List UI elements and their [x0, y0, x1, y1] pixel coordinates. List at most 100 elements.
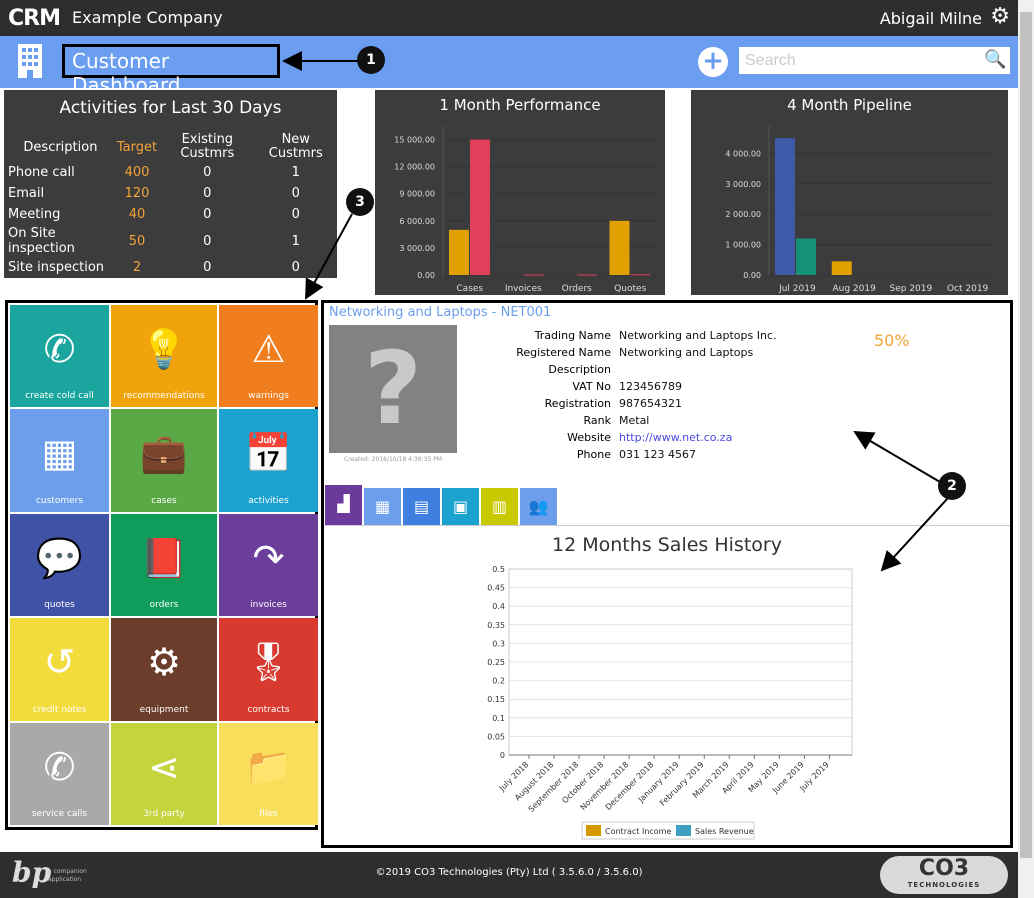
- bar[interactable]: [831, 261, 852, 275]
- search-icon[interactable]: 🔍: [984, 49, 1007, 70]
- table-cell: 1: [291, 165, 300, 180]
- tile-files[interactable]: 📁 files: [219, 722, 318, 825]
- top-bar: CRM Example Company Abigail Milne ⚙: [0, 0, 1018, 36]
- tab-chart[interactable]: ▟: [325, 485, 362, 525]
- col-header: New Custmrs: [268, 132, 323, 161]
- field-value: 987654321: [619, 397, 682, 410]
- y-tick-label: 0.2: [492, 677, 505, 686]
- bar[interactable]: [449, 229, 469, 275]
- activities-panel: Activities for Last 30 Days Description T…: [4, 90, 337, 278]
- field-row: Registration 987654321: [474, 397, 777, 414]
- tile-orders[interactable]: 📕 orders: [111, 513, 217, 617]
- table-cell: On Site inspection: [8, 226, 75, 256]
- tile-contracts[interactable]: 🎖 contracts: [219, 618, 318, 721]
- bar[interactable]: [470, 139, 490, 275]
- tab-calendar[interactable]: ▣: [442, 488, 479, 525]
- field-value: Networking and Laptops: [619, 346, 754, 359]
- tab-document[interactable]: ▥: [481, 488, 518, 525]
- customer-title[interactable]: Networking and Laptops - NET001: [329, 305, 552, 320]
- tile-label: recommendations: [123, 391, 205, 402]
- legend-label: Contract Income: [605, 827, 671, 836]
- book-icon: 📕: [140, 535, 188, 580]
- bar[interactable]: [630, 274, 651, 276]
- field-label: Rank: [583, 414, 611, 427]
- bar[interactable]: [577, 274, 597, 276]
- copyright: ©2019 CO3 Technologies (Pty) Ltd ( 3.5.6…: [375, 867, 643, 878]
- table-cell: Meeting: [8, 207, 61, 222]
- gears-icon: ⚙: [146, 640, 182, 685]
- tile-label: 3rd party: [143, 809, 185, 819]
- bar[interactable]: [796, 238, 816, 275]
- four-month-pipeline-chart: 4 Month Pipeline 0.00 1 000.00 2 000.00 3 0…: [691, 90, 1008, 295]
- gear-icon[interactable]: ⚙: [990, 4, 1010, 29]
- search-input[interactable]: [739, 47, 1010, 74]
- user-name[interactable]: Abigail Milne: [879, 9, 982, 28]
- tile-invoices[interactable]: ↷ invoices: [219, 513, 318, 617]
- x-tick-label: Invoices: [505, 284, 542, 294]
- tile-label: equipment: [139, 704, 189, 715]
- bp-tagline: a companion application: [48, 868, 87, 883]
- table-cell: Site inspection: [8, 260, 105, 275]
- chart-icon: ▟: [337, 494, 350, 513]
- website-link[interactable]: http://www.net.co.za: [619, 431, 733, 444]
- tile-activities[interactable]: 📅 activities: [219, 409, 318, 512]
- activities-title: Activities for Last 30 Days: [59, 98, 282, 118]
- x-tick-label: Orders: [562, 284, 593, 294]
- bar[interactable]: [523, 274, 544, 276]
- y-tick-label: 4 000.00: [725, 149, 761, 158]
- y-tick-label: 0.3: [492, 639, 505, 648]
- legend-box: [581, 821, 755, 840]
- building-icon: [18, 44, 42, 78]
- field-row: Rank Metal: [474, 414, 777, 431]
- table-row: Site inspection 2 0 0: [6, 257, 336, 278]
- tile-credit-notes[interactable]: ↺ credit notes: [10, 618, 109, 721]
- tile-3rd-party[interactable]: ⋖ 3rd party: [111, 722, 217, 825]
- activities-table: Description Target Existing Custmrs New Cus…: [6, 132, 336, 278]
- y-tick-label: 0.00: [743, 271, 761, 280]
- table-cell: Phone call: [8, 165, 75, 180]
- tab-users[interactable]: 👥: [520, 488, 557, 525]
- y-tick-label: 9 000.00: [399, 190, 435, 199]
- document-icon: ▥: [491, 497, 508, 516]
- sales-history-chart: 12 Months Sales History 0 0.05 0.1 0.15 0.2 0.…: [487, 534, 853, 840]
- tile-equipment[interactable]: ⚙ equipment: [111, 618, 217, 721]
- divider: [324, 525, 1010, 526]
- tile-cases[interactable]: 💼 cases: [111, 409, 217, 512]
- tile-label: warnings: [248, 391, 289, 402]
- tab-building[interactable]: ▦: [364, 488, 401, 525]
- tile-quotes[interactable]: 💬 quotes: [10, 513, 109, 617]
- tab-address-book[interactable]: ▤: [403, 488, 440, 525]
- tile-recommendations[interactable]: 💡 recommendations: [111, 305, 217, 408]
- field-value: Networking and Laptops Inc.: [619, 329, 777, 342]
- scrollbar-thumb[interactable]: [1020, 12, 1032, 858]
- field-label: Registered Name: [516, 346, 611, 359]
- table-cell: 2: [132, 260, 142, 275]
- tile-label: quotes: [44, 600, 75, 611]
- completion-percent: 50%: [874, 331, 910, 350]
- table-cell: 0: [291, 260, 300, 275]
- address-book-icon: ▤: [413, 497, 430, 516]
- y-tick-label: 2 000.00: [725, 210, 761, 219]
- y-tick-label: 0.5: [492, 565, 505, 574]
- tile-warnings[interactable]: ⚠ warnings: [219, 305, 318, 408]
- field-value: Metal: [619, 414, 650, 427]
- customer-detail-panel: Networking and Laptops - NET001 ? Create…: [321, 300, 1013, 848]
- table-cell: 50: [128, 233, 146, 249]
- tile-customers[interactable]: ▦ customers: [10, 409, 109, 512]
- y-tick-label: 0.00: [417, 271, 435, 280]
- building-icon: ▦: [374, 497, 391, 516]
- annotation-marker-2: 2: [938, 472, 966, 500]
- y-tick-label: 0.05: [487, 732, 505, 741]
- legend-swatch: [676, 825, 691, 836]
- legend-swatch: [586, 825, 601, 836]
- field-label: VAT No: [572, 380, 611, 393]
- customer-fields: Trading Name Networking and Laptops Inc. R…: [474, 329, 777, 465]
- tile-create-cold-call[interactable]: ✆ create cold call: [10, 305, 109, 408]
- tile-service-calls[interactable]: ✆ service calls: [10, 722, 109, 825]
- bar[interactable]: [609, 220, 630, 275]
- annotation-marker-3: 3: [346, 188, 374, 216]
- crm-logo[interactable]: CRM: [8, 6, 61, 31]
- bar[interactable]: [775, 138, 795, 275]
- y-tick-label: 0.25: [487, 658, 505, 667]
- add-icon[interactable]: +: [698, 47, 728, 77]
